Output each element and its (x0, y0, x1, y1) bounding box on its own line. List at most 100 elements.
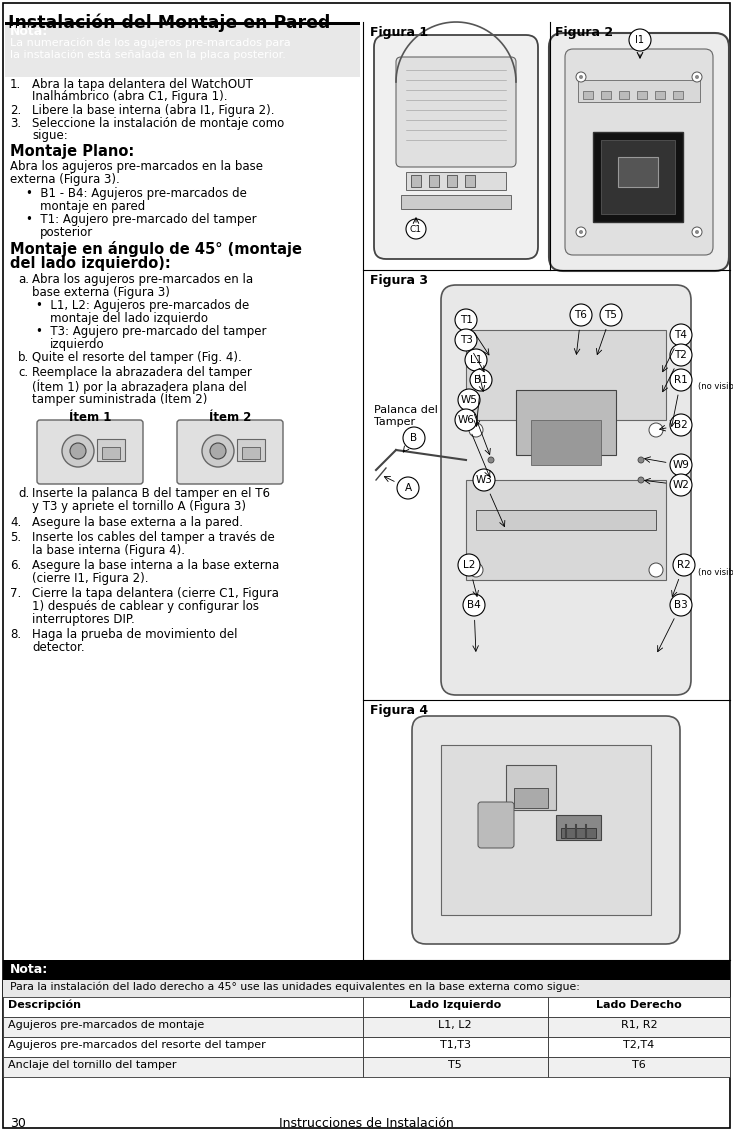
FancyBboxPatch shape (177, 420, 283, 484)
Bar (601, 140, 675, 214)
Circle shape (579, 230, 583, 234)
Bar (593, 132, 683, 222)
Text: L1: L1 (470, 355, 482, 365)
Circle shape (463, 594, 485, 616)
FancyBboxPatch shape (396, 57, 516, 167)
Text: T5: T5 (448, 1060, 462, 1070)
Text: Inserte los cables del tamper a través de: Inserte los cables del tamper a través d… (32, 530, 275, 544)
Text: I1: I1 (636, 35, 644, 45)
Text: 7.: 7. (10, 587, 21, 601)
Circle shape (670, 344, 692, 366)
Text: interruptores DIP.: interruptores DIP. (32, 613, 135, 625)
Bar (673, 90, 683, 100)
Text: la base interna (Figura 4).: la base interna (Figura 4). (32, 544, 185, 556)
Circle shape (673, 554, 695, 576)
Bar (237, 439, 265, 461)
Text: (no visible): (no visible) (698, 568, 733, 577)
Bar (97, 439, 125, 461)
Text: W9: W9 (673, 460, 690, 470)
Bar (548, 1057, 730, 1077)
FancyBboxPatch shape (441, 285, 691, 696)
Circle shape (70, 443, 86, 459)
Text: Descripción: Descripción (8, 1000, 81, 1010)
Text: a.: a. (18, 273, 29, 286)
Text: 30: 30 (10, 1117, 26, 1130)
Circle shape (469, 423, 483, 437)
Bar (516, 390, 616, 455)
Text: y T3 y apriete el tornillo A (Figura 3): y T3 y apriete el tornillo A (Figura 3) (32, 500, 246, 513)
Bar (447, 175, 457, 187)
Bar (655, 90, 665, 100)
Text: 1.: 1. (10, 78, 21, 90)
Bar (637, 90, 647, 100)
Circle shape (670, 369, 692, 391)
Text: Libere la base interna (abra I1, Figura 2).: Libere la base interna (abra I1, Figura … (32, 104, 274, 116)
Text: Montaje en ángulo de 45° (montaje: Montaje en ángulo de 45° (montaje (10, 241, 302, 257)
FancyBboxPatch shape (549, 33, 729, 271)
Circle shape (695, 75, 699, 79)
Text: Figura 2: Figura 2 (555, 26, 613, 38)
Circle shape (600, 304, 622, 326)
Bar (578, 80, 700, 102)
Circle shape (638, 457, 644, 463)
Circle shape (202, 435, 234, 467)
Text: A: A (405, 483, 411, 493)
Text: T5: T5 (605, 310, 617, 320)
Text: (no visible): (no visible) (698, 382, 733, 391)
Text: Agujeros pre-marcados del resorte del tamper: Agujeros pre-marcados del resorte del ta… (8, 1041, 266, 1050)
Bar (411, 175, 421, 187)
Text: T2: T2 (674, 349, 688, 360)
Circle shape (488, 457, 494, 463)
Text: c.: c. (18, 366, 28, 379)
Text: Para la instalación del lado derecho a 45° use las unidades equivalentes en la b: Para la instalación del lado derecho a 4… (10, 982, 580, 993)
Text: (Ítem 1) por la abrazadera plana del: (Ítem 1) por la abrazadera plana del (32, 379, 247, 394)
Bar (3, 979, 730, 998)
Circle shape (576, 72, 586, 83)
Bar (3, 1017, 363, 1037)
Bar (548, 998, 730, 1017)
Text: B3: B3 (674, 601, 688, 610)
Text: d.: d. (18, 487, 29, 500)
Circle shape (670, 454, 692, 476)
Text: Ítem 2: Ítem 2 (209, 411, 251, 424)
Circle shape (570, 304, 592, 326)
Text: Abra la tapa delantera del WatchOUT: Abra la tapa delantera del WatchOUT (32, 78, 253, 90)
Bar (363, 1017, 548, 1037)
Bar (401, 195, 511, 209)
Text: posterior: posterior (40, 226, 93, 239)
Text: Nota:: Nota: (10, 25, 48, 38)
Bar (242, 447, 260, 459)
Text: Agujeros pre-marcados de montaje: Agujeros pre-marcados de montaje (8, 1020, 205, 1030)
Text: del lado izquierdo):: del lado izquierdo): (10, 256, 171, 271)
Text: Reemplace la abrazadera del tamper: Reemplace la abrazadera del tamper (32, 366, 252, 379)
Text: tamper suministrada (Ítem 2): tamper suministrada (Ítem 2) (32, 392, 207, 406)
Text: Inalhámbrico (abra C1, Figura 1).: Inalhámbrico (abra C1, Figura 1). (32, 90, 227, 103)
Circle shape (579, 75, 583, 79)
Text: Abra los agujeros pre-marcados en la base: Abra los agujeros pre-marcados en la bas… (10, 159, 263, 173)
Circle shape (403, 428, 425, 449)
Text: 8.: 8. (10, 628, 21, 641)
Circle shape (455, 329, 477, 351)
Bar (531, 420, 601, 465)
Text: T6: T6 (632, 1060, 646, 1070)
Text: T4: T4 (674, 330, 688, 340)
Text: montaje del lado izquierdo: montaje del lado izquierdo (50, 312, 208, 325)
Bar (466, 480, 666, 580)
Circle shape (458, 554, 480, 576)
Bar (102, 447, 120, 459)
Circle shape (455, 409, 477, 431)
FancyBboxPatch shape (478, 802, 514, 848)
Text: Figura 3: Figura 3 (370, 274, 428, 287)
Bar (3, 960, 730, 979)
Circle shape (406, 219, 426, 239)
Text: L2: L2 (463, 560, 475, 570)
Circle shape (469, 563, 483, 577)
Bar (619, 90, 629, 100)
Circle shape (670, 323, 692, 346)
Text: 4.: 4. (10, 516, 21, 529)
Bar (548, 1017, 730, 1037)
Text: Anclaje del tornillo del tamper: Anclaje del tornillo del tamper (8, 1060, 177, 1070)
Text: B2: B2 (674, 420, 688, 430)
Circle shape (465, 349, 487, 371)
Text: W6: W6 (457, 415, 474, 425)
